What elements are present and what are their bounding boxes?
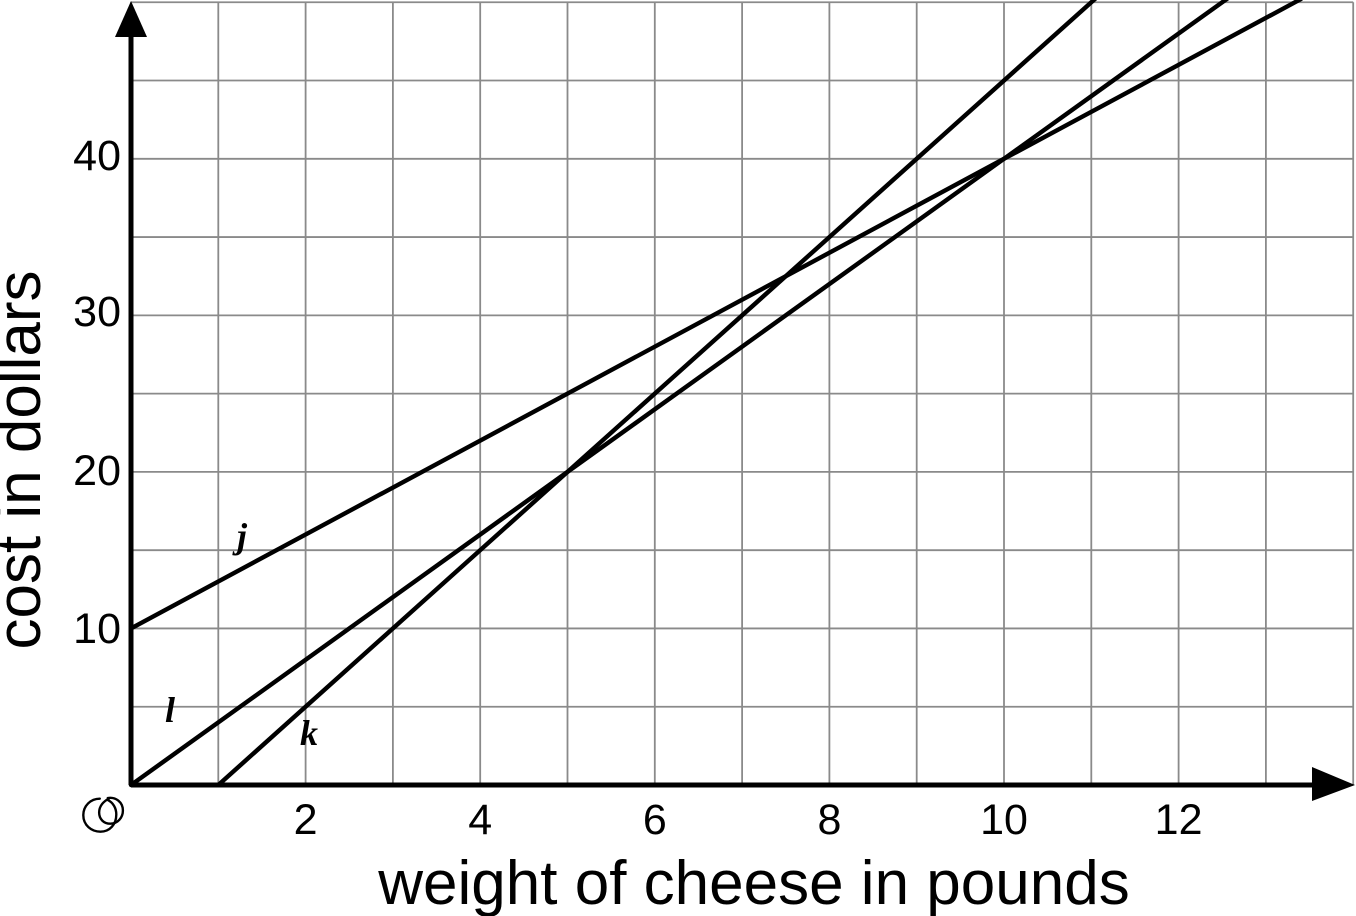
svg-text:10: 10 <box>980 796 1028 844</box>
svg-text:cost in dollars: cost in dollars <box>0 270 54 649</box>
svg-text:2: 2 <box>294 796 318 844</box>
svg-text:10: 10 <box>73 605 121 653</box>
svg-text:l: l <box>165 690 175 730</box>
svg-text:4: 4 <box>468 796 492 844</box>
svg-text:30: 30 <box>73 288 121 336</box>
svg-text:6: 6 <box>643 796 667 844</box>
svg-text:40: 40 <box>73 132 121 180</box>
svg-text:8: 8 <box>817 796 841 844</box>
svg-text:12: 12 <box>1155 796 1203 844</box>
svg-text:k: k <box>300 713 318 753</box>
svg-text:weight of cheese in pounds: weight of cheese in pounds <box>377 849 1129 916</box>
svg-text:20: 20 <box>73 447 121 495</box>
